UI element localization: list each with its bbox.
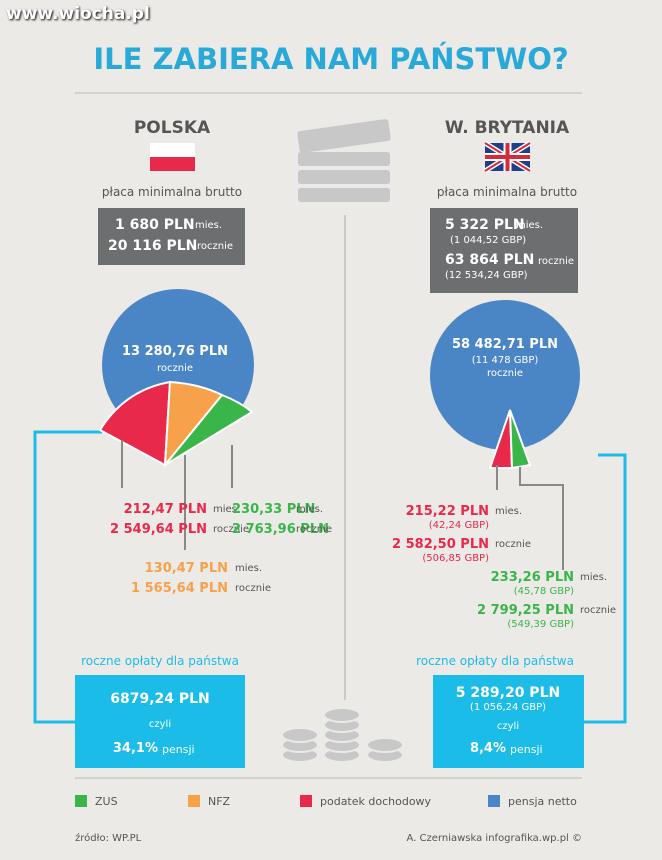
country: POLSKA (133, 118, 211, 138)
unit: rocznie (495, 539, 532, 550)
unit: mies. (516, 220, 544, 231)
wage-gbp: (1 044,52 GBP) (450, 235, 527, 246)
title: ILE ZABIERA NAM PAŃSTWO? (93, 42, 569, 76)
czyli: czyli (496, 721, 520, 732)
unit: pensji (510, 743, 543, 756)
unit: mies. (213, 504, 241, 515)
pie-total: 58 482,71 PLN (452, 337, 558, 352)
legend-swatch (300, 795, 312, 807)
unit: mies. (195, 220, 223, 231)
wage-box (430, 208, 578, 293)
leader (496, 465, 564, 570)
legend-swatch (188, 795, 200, 807)
unit: rocznie (156, 363, 194, 374)
fees-pct: 8,4% (469, 741, 506, 756)
leader (121, 440, 233, 550)
unit: mies. (580, 572, 608, 583)
unit: rocznie (235, 583, 272, 594)
source: źródło: WP.PL (75, 833, 142, 844)
wage-yearly: 20 116 PLN (108, 238, 198, 254)
wage-yearly: 63 864 PLN (445, 252, 535, 268)
fees: 6879,24 PLN (110, 691, 210, 707)
amount-gbp: (42,24 GBP) (428, 520, 489, 531)
unit: mies. (296, 504, 324, 515)
unit: rocznie (538, 256, 575, 267)
watermark: www.wiocha.pl (6, 4, 150, 24)
money-icon (297, 119, 391, 202)
wage-label: płaca minimalna brutto (436, 185, 578, 199)
pie-slices (488, 409, 532, 470)
fees: 5 289,20 PLN (455, 685, 561, 701)
unit: pensji (162, 743, 195, 756)
amount-yearly: 2 763,96 PLN (232, 522, 329, 537)
wage-monthly: 1 680 PLN (115, 217, 195, 233)
amount-gbp: (45,78 GBP) (513, 586, 574, 597)
country: W. BRYTANIA (444, 118, 570, 138)
amount-monthly: 233,26 PLN (490, 570, 574, 585)
amount-monthly: 215,22 PLN (405, 504, 489, 519)
fees-pct: 34,1% (112, 741, 158, 756)
amount-gbp: (549,39 GBP) (507, 619, 574, 630)
czyli: czyli (148, 719, 172, 730)
credit: A. Czerniawska infografika.wp.pl © (406, 833, 582, 844)
unit: rocznie (580, 605, 617, 616)
pie-netto (430, 300, 580, 450)
fees-gbp: (1 056,24 GBP) (469, 702, 547, 713)
amount-monthly: 212,47 PLN (123, 502, 207, 517)
amount-monthly: 130,47 PLN (144, 561, 228, 576)
amount-yearly: 2 799,25 PLN (477, 603, 574, 618)
amount-yearly: 2 582,50 PLN (392, 537, 489, 552)
amount-yearly: 2 549,64 PLN (110, 522, 207, 537)
flag-pl (150, 157, 195, 171)
amount-monthly: 230,33 PLN (232, 502, 316, 517)
unit: rocznie (213, 524, 250, 535)
pie-slices (98, 380, 254, 469)
fees-label: roczne opłaty dla państwa (81, 654, 239, 668)
fees-box (75, 675, 245, 768)
coins-icon (281, 707, 404, 763)
pie-gbp: (11 478 GBP) (471, 355, 539, 366)
flag-uk (483, 140, 532, 174)
unit: mies. (495, 506, 523, 517)
legend-label: NFZ (208, 795, 231, 808)
wage-label: płaca minimalna brutto (101, 185, 243, 199)
legend-label: podatek dochodowy (320, 795, 432, 808)
legend-label: ZUS (95, 795, 118, 808)
wage-box (98, 208, 245, 265)
unit: rocznie (486, 368, 524, 379)
pie-total: 13 280,76 PLN (122, 344, 228, 359)
amount-yearly: 1 565,64 PLN (131, 581, 228, 596)
flag-pl (150, 143, 195, 157)
connector (33, 430, 627, 724)
legend-swatch (488, 795, 500, 807)
fees-box (433, 675, 584, 768)
legend-swatch (75, 795, 87, 807)
unit: mies. (235, 563, 263, 574)
fees-label: roczne opłaty dla państwa (416, 654, 574, 668)
wage-gbp: (12 534,24 GBP) (445, 270, 528, 281)
amount-gbp: (506,85 GBP) (422, 553, 489, 564)
unit: rocznie (197, 241, 234, 252)
wage-monthly: 5 322 PLN (445, 217, 525, 233)
unit: rocznie (296, 524, 333, 535)
legend-label: pensja netto (508, 795, 577, 808)
